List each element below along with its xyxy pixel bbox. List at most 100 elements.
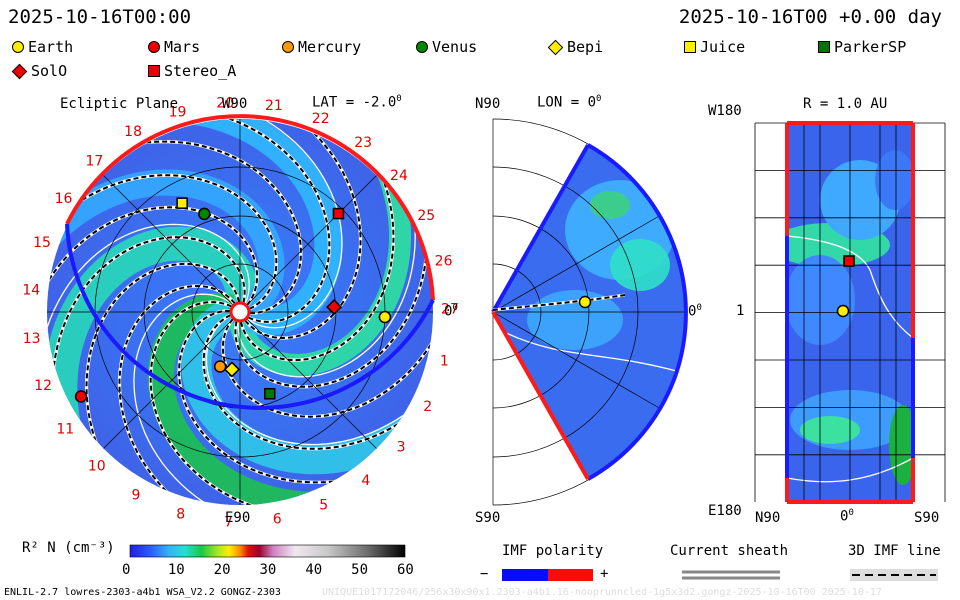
imf-minus: − (480, 566, 489, 582)
sector-label: 16 (55, 191, 73, 207)
square-icon (684, 41, 696, 53)
sector-label: 22 (312, 111, 330, 127)
sheath-title: Current sheath (670, 543, 789, 559)
sector-label: 11 (56, 422, 74, 438)
colorbar (129, 544, 406, 558)
imf-polarity-bar (502, 569, 593, 581)
current-sheath-sample (682, 570, 780, 580)
legend-label: Juice (700, 38, 746, 56)
colorbar-tick: 30 (259, 562, 277, 578)
sector-label: 3 (397, 440, 406, 456)
legend-label: SolO (31, 62, 68, 80)
legend-label: Earth (28, 38, 74, 56)
sector-label: 21 (265, 98, 283, 114)
legend-mercury: Mercury (282, 38, 361, 56)
model-text: ENLIL-2.7 lowres-2303-a4b1 WSA_V2.2 GONG… (4, 587, 281, 598)
legend-label: Venus (432, 38, 478, 56)
time-right: 2025-10-16T00 +0.00 day (678, 6, 942, 28)
sphere-left-mid: 1 (736, 303, 745, 319)
legend-solo: SolO (11, 62, 68, 80)
sector-label: 12 (34, 378, 52, 394)
imf3d-title: 3D IMF line (848, 543, 941, 559)
colorbar-label: R² N (cm⁻³) (22, 540, 115, 556)
sector-label: 10 (88, 459, 106, 475)
ecliptic-lat-label: LAT = -2.00 (312, 94, 402, 111)
legend-bepi: Bepi (547, 38, 604, 56)
colorbar-tick: 50 (351, 562, 369, 578)
ecliptic-right-label: 00 (444, 303, 458, 320)
sphere-r-label: R = 1.0 AU (803, 96, 888, 112)
colorbar-tick: 40 (305, 562, 323, 578)
sector-label: 18 (124, 124, 142, 140)
juice-marker (176, 197, 188, 209)
legend-earth: Earth (12, 38, 73, 56)
legend-label: Mercury (298, 38, 362, 56)
legend-label: Stereo_A (164, 62, 237, 80)
watermark-text: UNIQUE1017172046/256x30x90x1.2303-a4b1.1… (322, 587, 882, 598)
earth-marker-meridional (578, 295, 592, 309)
sector-label: 17 (85, 154, 103, 170)
sector-label: 1 (440, 353, 449, 369)
circle-icon (416, 41, 428, 53)
sector-label: 27 (441, 302, 459, 318)
imf-title: IMF polarity (502, 543, 604, 559)
circle-icon (148, 41, 160, 53)
parkersp-marker (264, 388, 276, 400)
bepi-marker (223, 361, 240, 378)
legend-juice: Juice (684, 38, 745, 56)
sector-label: 26 (435, 253, 453, 269)
legend-parkersp: ParkerSP (818, 38, 906, 56)
colorbar-tick: 60 (397, 562, 414, 578)
time-left: 2025-10-16T00:00 (8, 6, 192, 28)
sector-label: 8 (176, 506, 185, 522)
legend-mars: Mars (148, 38, 200, 56)
meridional-panel (491, 118, 688, 506)
imf-3d-line-sample (850, 569, 938, 581)
sector-label: 7 (224, 515, 233, 531)
earth-marker (378, 310, 392, 324)
sector-label: 23 (354, 135, 372, 151)
sector-label: 19 (169, 105, 187, 121)
sector-label: 14 (22, 282, 40, 298)
sector-label: 25 (417, 208, 435, 224)
sphere-x-left: N90 (755, 510, 781, 526)
legend-venus: Venus (416, 38, 477, 56)
colorbar-tick: 0 (122, 562, 131, 578)
sector-label: 24 (390, 168, 408, 184)
solo-marker (326, 299, 343, 316)
imf-plus: + (600, 566, 609, 582)
meridional-top-label: N90 (475, 96, 501, 112)
colorbar-tick: 20 (213, 562, 231, 578)
square-icon (818, 41, 830, 53)
circle-icon (12, 41, 24, 53)
earth-marker-sphere (836, 304, 850, 318)
meridional-lon-label: LON = 00 (537, 94, 602, 111)
legend-label: Mars (164, 38, 201, 56)
sector-label: 2 (423, 399, 432, 415)
ecliptic-bottom-label: E90 (225, 510, 251, 526)
sector-label: 6 (273, 512, 282, 528)
meridional-right-label: 00 (688, 303, 702, 320)
meridional-bottom-label: S90 (475, 510, 501, 526)
mars-marker (74, 390, 88, 403)
sector-label: 9 (131, 487, 140, 503)
sphere-panel (754, 121, 946, 504)
square-icon (148, 65, 160, 77)
sector-label: 13 (23, 331, 41, 347)
sector-label: 5 (319, 498, 328, 514)
legend-label: Bepi (567, 38, 604, 56)
colorbar-tick: 10 (167, 562, 185, 578)
stereo-a-marker-sphere (843, 255, 855, 267)
mercury-marker (213, 360, 227, 373)
circle-icon (282, 41, 294, 53)
sphere-x-right: S90 (914, 510, 940, 526)
sphere-top-left: W180 (708, 103, 742, 119)
legend-stereo-a: Stereo_A (148, 62, 236, 80)
sphere-bottom-left: E180 (708, 503, 742, 519)
sector-label: 4 (361, 473, 370, 489)
stereo-a-marker (332, 207, 345, 220)
sector-label: 20 (216, 96, 234, 112)
ecliptic-title: Ecliptic Plane (60, 96, 179, 112)
